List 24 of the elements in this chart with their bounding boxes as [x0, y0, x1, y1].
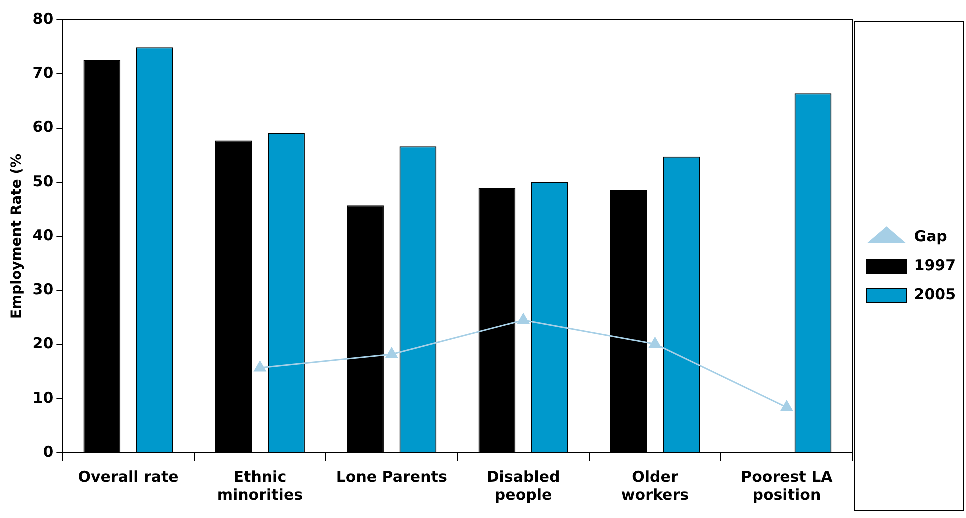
- y-tick-label: 40: [32, 226, 54, 244]
- legend-label: 2005: [914, 285, 956, 304]
- point: [649, 337, 662, 348]
- point: [386, 348, 398, 358]
- y-tick-label: 20: [32, 334, 54, 353]
- point: [518, 314, 530, 324]
- y-tick-label: 80: [32, 10, 54, 28]
- point: [254, 361, 266, 372]
- x-tick-label: Poorest LA position: [741, 468, 834, 504]
- x-tick-label: Disabled people: [486, 468, 560, 504]
- y-axis-title: Employment Rate (%: [9, 154, 26, 320]
- x-tick-label: Older workers: [621, 468, 690, 504]
- x-tick-label: Lone Parents: [336, 468, 448, 486]
- y-tick-label: 70: [32, 64, 54, 82]
- x-tick-label: Ethnic minorities: [217, 468, 304, 504]
- y-tick-label: 60: [32, 118, 54, 136]
- x-tick-label: Overall rate: [78, 468, 179, 486]
- legend-label: 1997: [914, 256, 956, 274]
- legend-label: Gap: [914, 227, 948, 246]
- y-tick-label: 50: [32, 172, 54, 190]
- y-tick-label: 10: [32, 388, 54, 407]
- y-tick-label: 30: [32, 280, 54, 299]
- point: [780, 400, 793, 412]
- y-tick-label: 0: [43, 442, 54, 461]
